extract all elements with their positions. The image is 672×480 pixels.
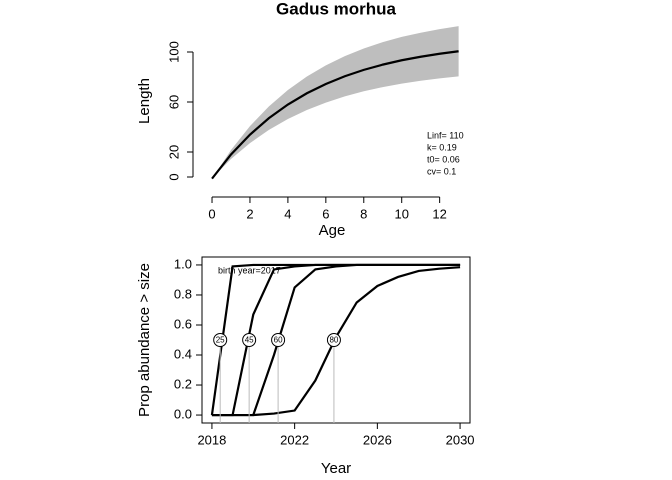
y-axis-title: Prop abundance > size xyxy=(136,263,153,417)
line xyxy=(211,50,459,180)
x-tick-label: 10 xyxy=(394,206,408,221)
y-tick-label: 60 xyxy=(166,95,181,109)
chart-title: Gadus morhua xyxy=(276,0,397,18)
y-tick-label: 0.4 xyxy=(174,346,192,361)
y-tick-label: 20 xyxy=(166,145,181,159)
size-marker xyxy=(213,333,228,347)
y-tick-label: 0 xyxy=(166,173,181,180)
size-marker xyxy=(242,333,257,347)
y-tick-label: 0.2 xyxy=(174,376,192,391)
plot-box xyxy=(201,256,471,424)
x-tick-label: 12 xyxy=(432,206,446,221)
annotation: birth year=2017 xyxy=(218,265,281,275)
y-tick-label: 0.6 xyxy=(174,316,192,331)
x-axis-title: Age xyxy=(319,222,346,239)
annotation: Linf= 110 xyxy=(427,130,464,140)
annotation: k= 0.19 xyxy=(427,142,457,152)
x-tick-label: 6 xyxy=(322,206,329,221)
size-label: 80 xyxy=(329,336,338,345)
x-tick-label: 2022 xyxy=(280,432,309,447)
x-tick-label: 2030 xyxy=(446,432,475,447)
x-axis-title: Year xyxy=(321,460,351,477)
x-tick-label: 2026 xyxy=(363,432,392,447)
annotation: t0= 0.06 xyxy=(427,154,460,164)
x-tick-label: 8 xyxy=(360,206,367,221)
y-tick-label: 0.0 xyxy=(174,406,192,421)
x-tick-label: 0 xyxy=(208,206,215,221)
size-label: 25 xyxy=(216,336,225,345)
size-label: 60 xyxy=(274,336,283,345)
x-tick-label: 2 xyxy=(246,206,253,221)
size-label: 45 xyxy=(245,336,254,345)
uncertainty-band xyxy=(212,26,459,179)
size-marker xyxy=(326,333,341,347)
y-tick-label: 1.0 xyxy=(174,256,192,271)
y-tick-label: 0.8 xyxy=(174,286,192,301)
x-tick-label: 4 xyxy=(284,206,291,221)
y-axis-title: Length xyxy=(136,78,153,124)
y-tick-label: 100 xyxy=(166,41,181,63)
annotation: cv= 0.1 xyxy=(427,166,456,176)
size-marker xyxy=(271,333,286,347)
x-tick-label: 2018 xyxy=(197,432,226,447)
